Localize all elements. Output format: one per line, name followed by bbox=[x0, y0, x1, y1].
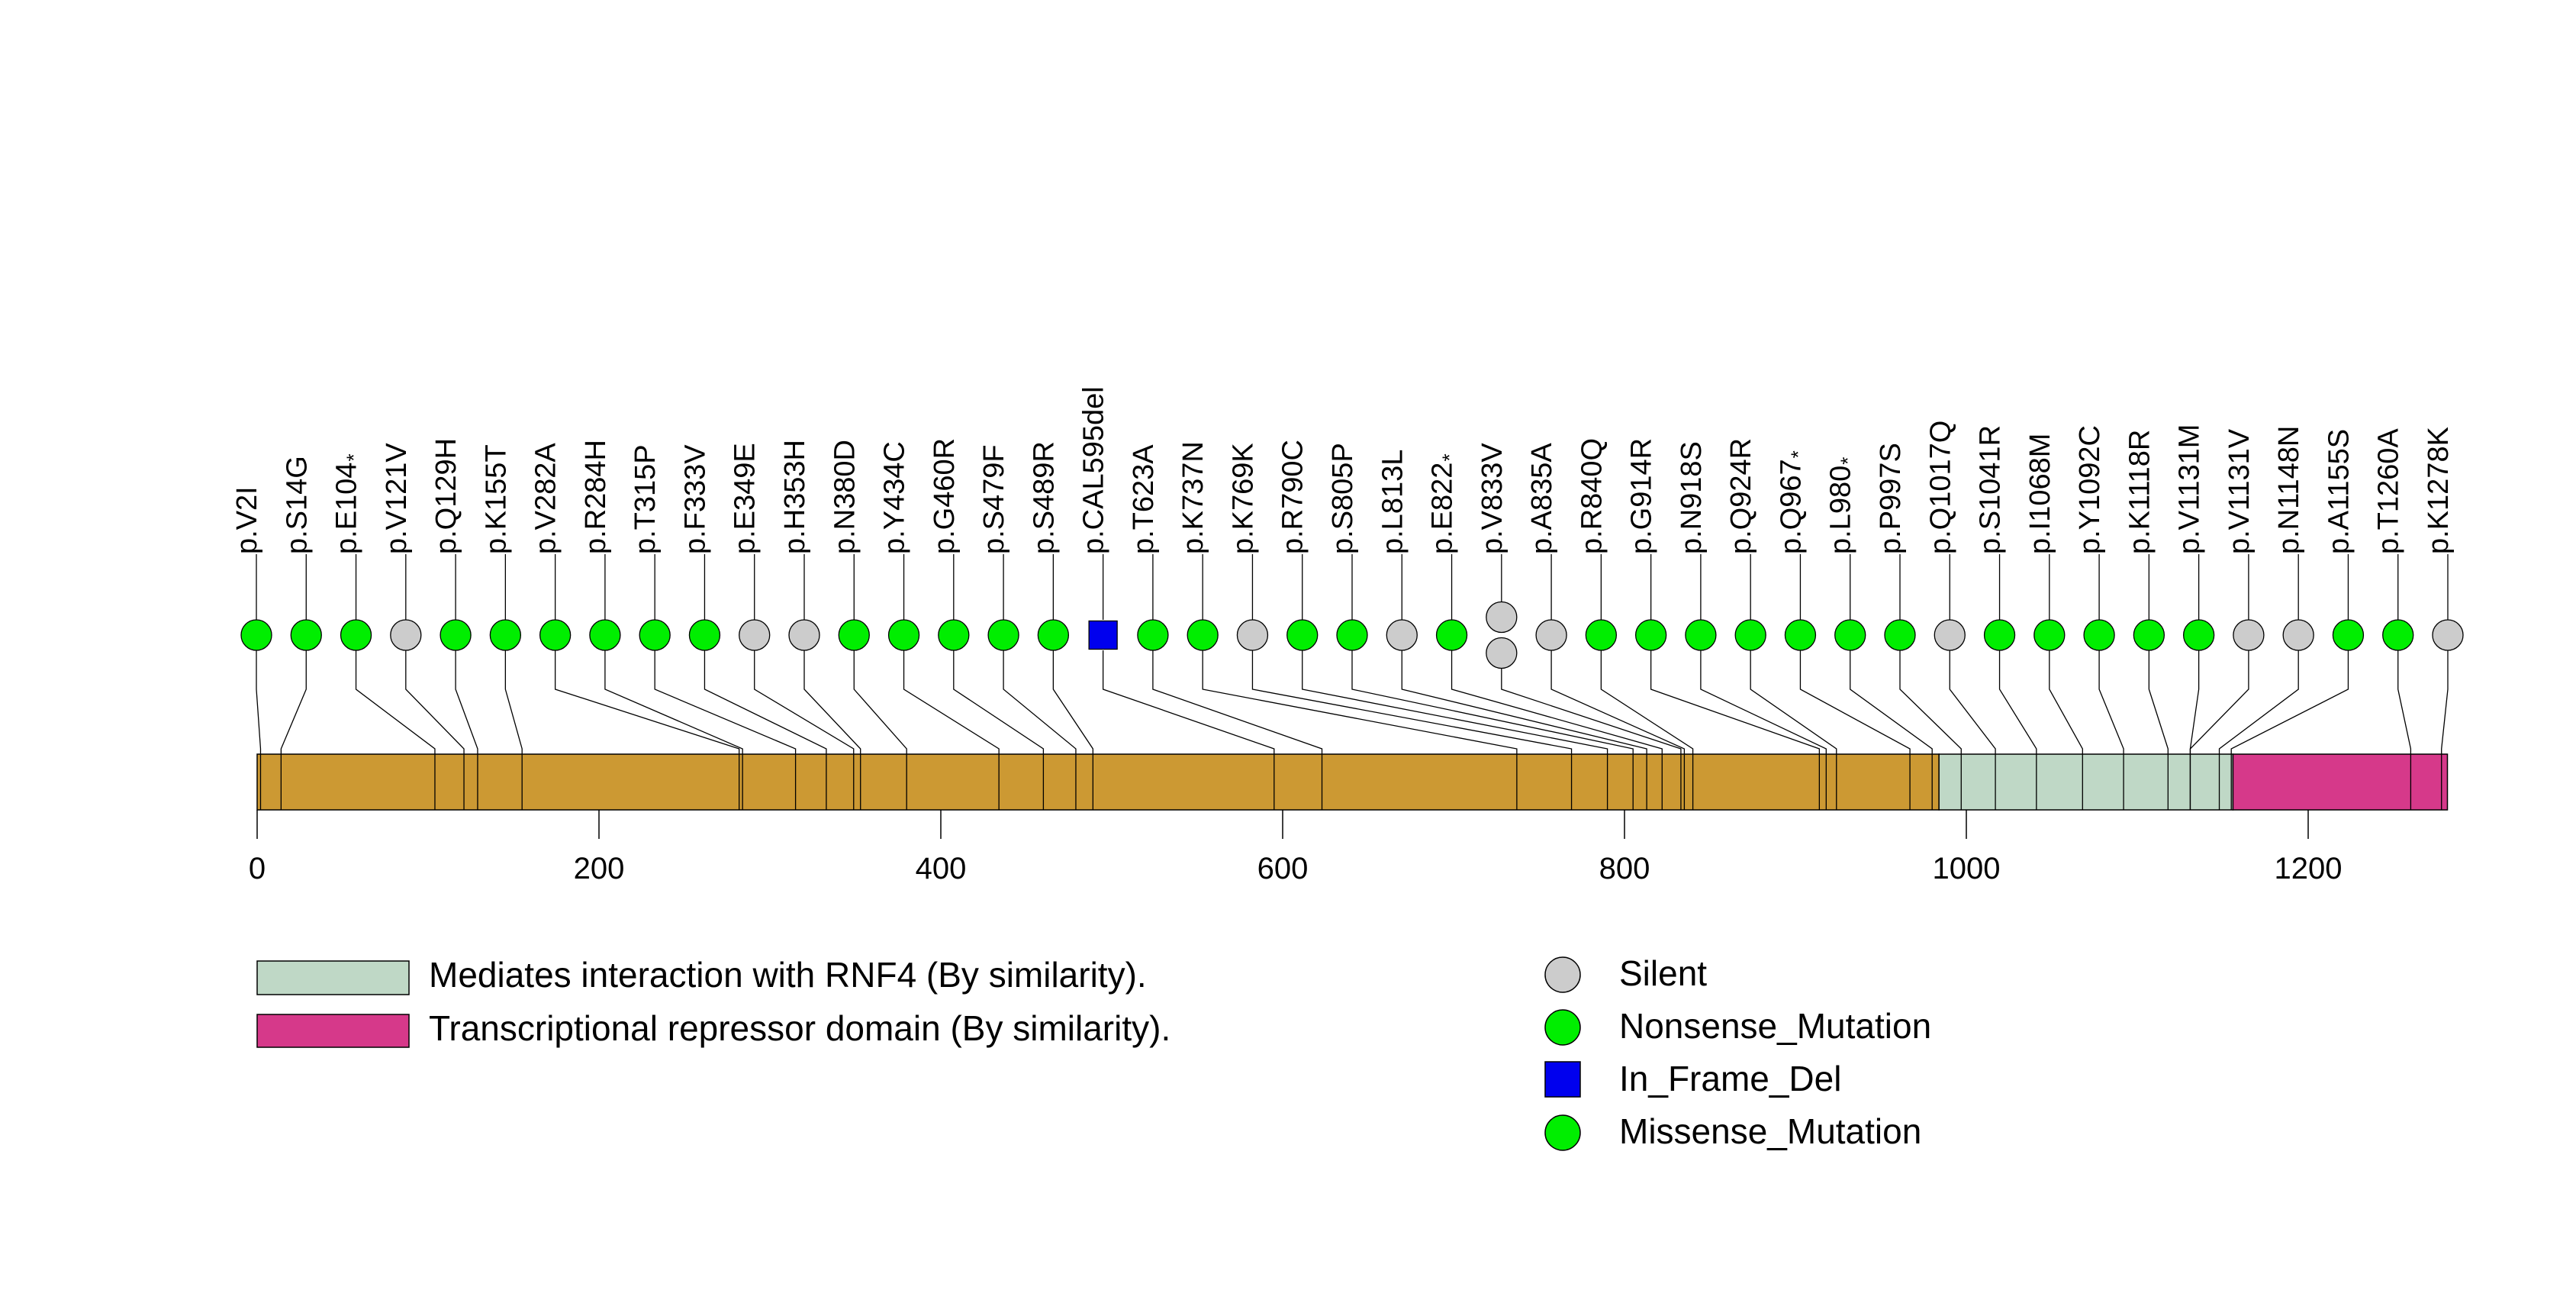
svg-text:p.L980*: p.L980* bbox=[1825, 457, 1860, 554]
svg-text:p.V2I: p.V2I bbox=[231, 486, 263, 554]
svg-text:p.G914R: p.G914R bbox=[1626, 438, 1658, 554]
svg-text:p.R790C: p.R790C bbox=[1277, 440, 1309, 554]
svg-text:p.A1155S: p.A1155S bbox=[2323, 429, 2355, 554]
svg-text:p.S14G: p.S14G bbox=[281, 456, 313, 554]
svg-text:p.E349E: p.E349E bbox=[729, 443, 762, 554]
svg-text:0: 0 bbox=[249, 852, 266, 885]
svg-text:p.N918S: p.N918S bbox=[1676, 441, 1708, 554]
svg-text:p.S479F: p.S479F bbox=[978, 444, 1010, 554]
svg-text:p.Q1017Q: p.Q1017Q bbox=[1924, 421, 1956, 554]
svg-text:1200: 1200 bbox=[2275, 852, 2343, 885]
svg-text:p.I1068M: p.I1068M bbox=[2024, 434, 2056, 554]
svg-text:p.N380D: p.N380D bbox=[829, 440, 861, 554]
svg-text:p.A835A: p.A835A bbox=[1526, 443, 1558, 554]
svg-text:Mediates interaction with RNF4: Mediates interaction with RNF4 (By simil… bbox=[429, 955, 1147, 995]
svg-text:p.P997S: p.P997S bbox=[1875, 443, 1907, 554]
svg-text:p.CAL595del: p.CAL595del bbox=[1078, 386, 1110, 554]
svg-text:p.Y434C: p.Y434C bbox=[879, 441, 911, 554]
svg-text:p.S489R: p.S489R bbox=[1028, 441, 1060, 554]
svg-text:p.G460R: p.G460R bbox=[929, 438, 961, 554]
svg-text:p.T315P: p.T315P bbox=[630, 444, 662, 554]
svg-text:In_Frame_Del: In_Frame_Del bbox=[1619, 1059, 1841, 1098]
svg-text:p.V282A: p.V282A bbox=[530, 443, 562, 554]
svg-text:Silent: Silent bbox=[1619, 953, 1707, 993]
svg-text:p.V1131V: p.V1131V bbox=[2223, 428, 2256, 554]
svg-text:p.E822*: p.E822* bbox=[1427, 453, 1461, 554]
svg-text:600: 600 bbox=[1257, 852, 1309, 885]
svg-text:p.K155T: p.K155T bbox=[480, 444, 512, 554]
svg-text:p.N1148N: p.N1148N bbox=[2273, 426, 2305, 554]
svg-text:p.K1278K: p.K1278K bbox=[2423, 427, 2455, 554]
svg-text:p.K1118R: p.K1118R bbox=[2124, 430, 2156, 554]
svg-text:Missense_Mutation: Missense_Mutation bbox=[1619, 1111, 1921, 1151]
svg-text:p.V833V: p.V833V bbox=[1476, 443, 1509, 554]
svg-text:p.E104*: p.E104* bbox=[331, 453, 365, 554]
svg-text:Transcriptional repressor doma: Transcriptional repressor domain (By sim… bbox=[429, 1008, 1170, 1048]
svg-text:p.K737N: p.K737N bbox=[1177, 441, 1209, 554]
svg-text:p.F333V: p.F333V bbox=[679, 444, 711, 554]
svg-text:p.Q967*: p.Q967* bbox=[1775, 450, 1809, 554]
svg-text:p.L813L: p.L813L bbox=[1377, 450, 1409, 554]
svg-text:1000: 1000 bbox=[1933, 852, 2001, 885]
svg-text:400: 400 bbox=[916, 852, 967, 885]
svg-text:800: 800 bbox=[1599, 852, 1650, 885]
svg-text:p.H353H: p.H353H bbox=[779, 440, 811, 554]
svg-text:p.T623A: p.T623A bbox=[1128, 444, 1160, 554]
svg-text:p.T1260A: p.T1260A bbox=[2373, 428, 2405, 554]
svg-text:p.R840Q: p.R840Q bbox=[1576, 438, 1608, 554]
svg-text:p.Q129H: p.Q129H bbox=[430, 438, 462, 554]
svg-text:p.S1041R: p.S1041R bbox=[1975, 425, 2007, 554]
svg-text:p.Q924R: p.Q924R bbox=[1725, 438, 1757, 554]
svg-text:Nonsense_Mutation: Nonsense_Mutation bbox=[1619, 1006, 1931, 1046]
svg-text:p.R284H: p.R284H bbox=[580, 440, 612, 554]
svg-text:p.K769K: p.K769K bbox=[1227, 443, 1259, 554]
svg-text:p.V1131M: p.V1131M bbox=[2174, 424, 2206, 554]
svg-text:p.Y1092C: p.Y1092C bbox=[2074, 425, 2106, 554]
svg-text:p.S805P: p.S805P bbox=[1327, 443, 1359, 554]
svg-text:200: 200 bbox=[574, 852, 625, 885]
svg-text:p.V121V: p.V121V bbox=[381, 443, 413, 554]
